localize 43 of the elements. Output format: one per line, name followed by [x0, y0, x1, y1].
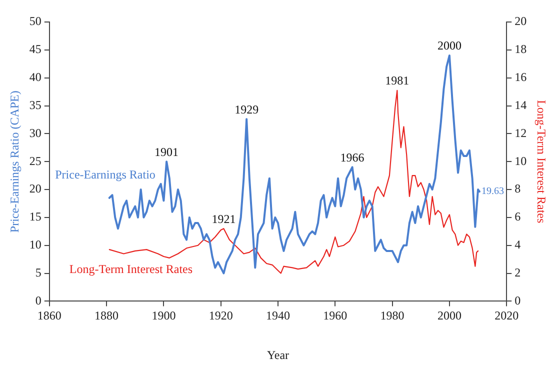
x-tick-label: 1900 [152, 308, 176, 323]
y-tick-label: 20 [29, 182, 42, 196]
y-tick-label: 25 [29, 154, 42, 168]
y2-tick-label: 4 [514, 238, 521, 252]
x-tick-label: 1920 [208, 308, 233, 323]
x-tick-label: 1940 [266, 308, 290, 323]
annotation: 1901 [154, 144, 179, 159]
y2-tick-label: 0 [514, 293, 521, 308]
y-tick-label: 40 [29, 70, 42, 84]
y2-tick-label: 10 [514, 154, 527, 168]
y2-tick-label: 14 [514, 98, 527, 112]
y-tick-label: 30 [29, 126, 42, 140]
y-tick-label: 15 [29, 210, 42, 224]
x-tick-label: 1880 [94, 308, 119, 323]
x-axis-title: Year [266, 348, 290, 362]
series-label: Price-Earnings Ratio [55, 168, 156, 182]
x-tick-label: 2020 [494, 308, 519, 323]
y2-axis-title: Long-Term Interest Rates [534, 100, 549, 224]
y2-tick-label: 12 [514, 126, 527, 140]
y-tick-label: 50 [29, 14, 42, 28]
x-tick-label: 2000 [437, 308, 462, 323]
y2-tick-label: 2 [514, 265, 521, 280]
x-tick-label: 1980 [380, 308, 404, 323]
y-tick-label: 35 [29, 98, 42, 112]
annotation: 1981 [385, 73, 410, 88]
y-axis-title: Price-Earnings Ratio (CAPE) [7, 90, 22, 233]
x-tick-label: 1860 [37, 308, 62, 323]
y-tick-label: 45 [29, 42, 42, 56]
annotation: 1929 [234, 102, 259, 116]
y2-tick-label: 8 [514, 182, 521, 196]
y2-tick-label: 6 [514, 210, 521, 224]
y2-tick-label: 16 [514, 70, 527, 84]
y2-tick-label: 20 [514, 14, 527, 28]
y-tick-label: 10 [29, 238, 42, 252]
annotation: 1921 [212, 212, 236, 226]
x-tick-label: 1960 [323, 308, 348, 323]
y-tick-label: 0 [35, 293, 42, 308]
annotation: 1966 [340, 150, 364, 164]
annotation: 19.63 [481, 186, 504, 198]
y2-tick-label: 18 [514, 42, 527, 56]
annotation: 2000 [437, 38, 462, 53]
y-tick-label: 5 [35, 265, 42, 280]
series-label: Long-Term Interest Rates [69, 262, 193, 276]
